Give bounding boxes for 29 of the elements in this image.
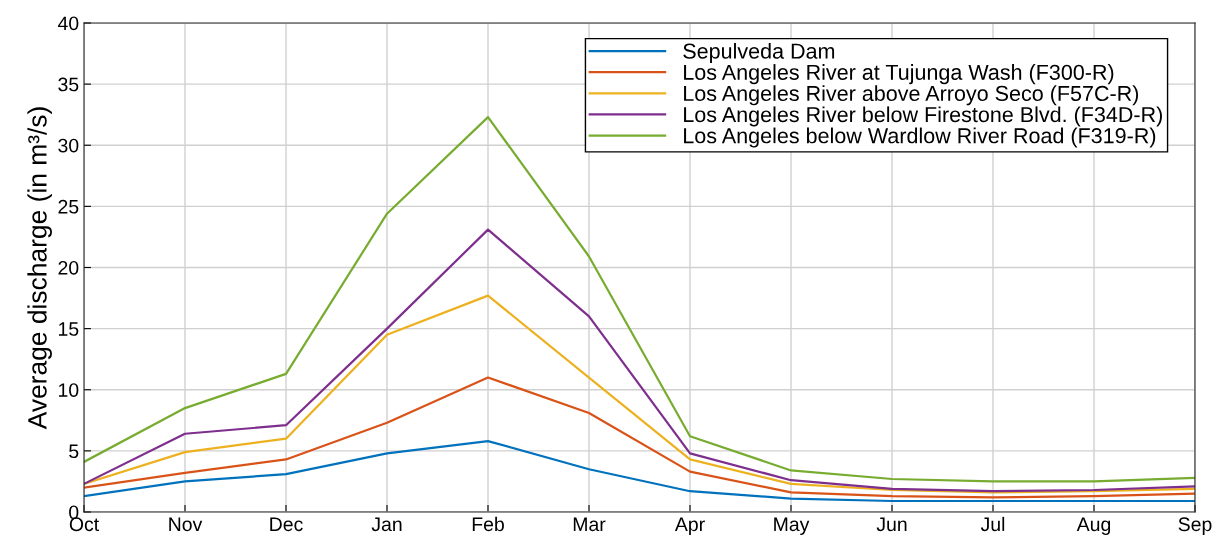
- line-series: [84, 376, 1195, 499]
- x-tick-label: Mar: [573, 517, 606, 532]
- y-tick-label: 5: [69, 444, 79, 459]
- y-tick-label: 10: [59, 383, 79, 397]
- x-tick-label: Feb: [472, 516, 504, 532]
- y-tick-label: 40: [57, 16, 79, 31]
- y-axis-title: Average discharge (in m³/s): [27, 107, 52, 430]
- y-tick-label: 25: [58, 199, 79, 214]
- x-tick-label: Nov: [169, 517, 203, 532]
- line-series: [84, 228, 1195, 493]
- x-tick-label: Sep: [1178, 517, 1212, 535]
- x-tick-label: Apr: [674, 517, 705, 535]
- line-series: [84, 439, 1195, 503]
- y-tick-label: 20: [58, 260, 79, 275]
- x-tick-label: Jun: [876, 517, 907, 532]
- x-tick-label: Jan: [371, 517, 402, 532]
- x-tick-label: May: [774, 517, 810, 535]
- x-tick-label: Aug: [1076, 517, 1111, 535]
- legend-label: Los Angeles River at Tujunga Wash (F300-R): [684, 64, 1114, 85]
- y-tick-label: 30: [58, 138, 79, 153]
- x-tick-label: Jul: [980, 516, 1005, 532]
- legend-label: Los Angeles below Wardlow River Road (F319-R): [684, 127, 1156, 148]
- legend-label: Los Angeles River above Arroyo Seco (F57C-R): [684, 85, 1139, 106]
- legend-label: Sepulveda Dam: [683, 42, 835, 64]
- legend-label: Los Angeles River below Firestone Blvd. (F34D-R): [684, 106, 1162, 127]
- line-series: [84, 294, 1195, 494]
- y-tick-label: 15: [59, 322, 79, 336]
- y-tick-label: 35: [58, 77, 79, 92]
- x-tick-label: Dec: [270, 517, 303, 532]
